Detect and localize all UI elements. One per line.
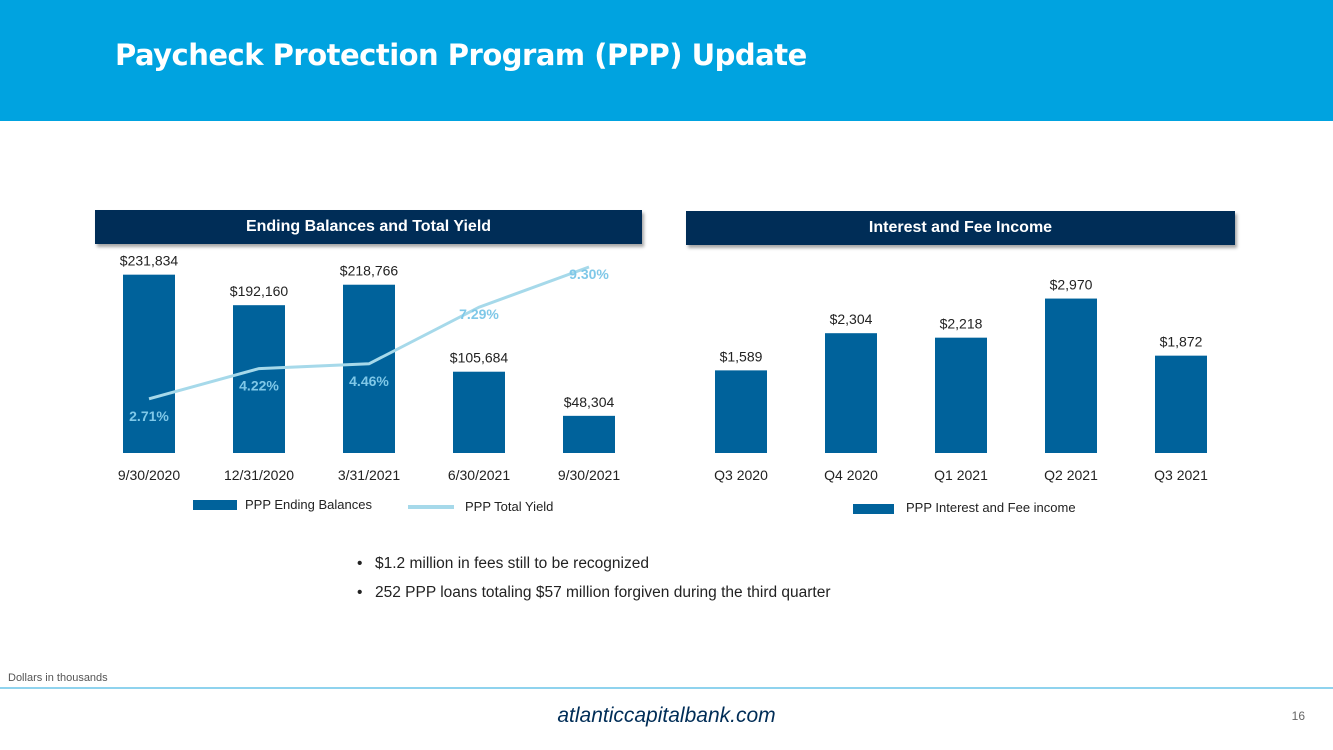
bar-ending-balance (343, 284, 395, 453)
x-tick-label: Q1 2021 (934, 467, 988, 483)
interest-fee-income-chart: $1,589 Q3 2020 $2,304 Q4 2020 $2,218 Q1 2021 $… (714, 277, 1208, 483)
x-tick-label: 9/30/2021 (558, 467, 620, 483)
bar-value-label: $192,160 (230, 283, 289, 299)
footer-divider (0, 687, 1333, 689)
x-tick-label: 3/31/2021 (338, 467, 400, 483)
bar-value-label: $2,970 (1050, 277, 1093, 293)
x-tick-label: Q2 2021 (1044, 467, 1098, 483)
bar-interest-fee (1155, 355, 1207, 453)
bar-value-label: $2,304 (830, 311, 873, 327)
yield-value-label: 4.46% (349, 373, 389, 389)
bar-value-label: $48,304 (564, 394, 615, 410)
x-tick-label: Q3 2020 (714, 467, 768, 483)
yield-value-label: 4.22% (239, 378, 279, 394)
chart-title-interest-fee-income: Interest and Fee Income (686, 211, 1235, 245)
x-tick-label: Q3 2021 (1154, 467, 1208, 483)
bar-interest-fee (935, 337, 987, 453)
legend-label-interest-fee: PPP Interest and Fee income (906, 500, 1076, 515)
yield-line (148, 265, 590, 401)
notes-list: • $1.2 million in fees still to be recog… (357, 553, 831, 611)
footnote: Dollars in thousands (8, 672, 108, 684)
bar-value-label: $2,218 (940, 316, 983, 332)
x-tick-label: 9/30/2020 (118, 467, 180, 483)
note-text: $1.2 million in fees still to be recogni… (375, 555, 649, 572)
bar-value-label: $1,872 (1160, 334, 1203, 350)
bar-value-label: $218,766 (340, 263, 399, 279)
note-item: • 252 PPP loans totaling $57 million for… (357, 582, 831, 611)
legend-swatch-ending-balances (193, 500, 237, 510)
bar-value-label: $105,684 (450, 350, 509, 366)
ending-balances-chart: $231,834 9/30/2020 $192,160 12/31/2020 $218,… (118, 255, 620, 483)
bar-interest-fee (825, 333, 877, 453)
yield-value-label: 7.29% (459, 306, 499, 322)
bar-ending-balance (123, 274, 175, 453)
bar-interest-fee (1045, 298, 1097, 453)
bullet-icon: • (357, 584, 363, 601)
bar-ending-balance (563, 415, 615, 453)
page-title: Paycheck Protection Program (PPP) Update (115, 38, 807, 72)
x-tick-label: 12/31/2020 (224, 467, 294, 483)
header-band: Paycheck Protection Program (PPP) Update (0, 0, 1333, 121)
legend-swatch-total-yield (408, 505, 454, 509)
x-tick-label: Q4 2020 (824, 467, 878, 483)
bar-value-label: $231,834 (120, 255, 179, 269)
chart-title-ending-balances: Ending Balances and Total Yield (95, 210, 642, 244)
bar-interest-fee (715, 370, 767, 453)
yield-value-label: 9.30% (569, 266, 609, 282)
note-text: 252 PPP loans totaling $57 million forgi… (375, 584, 831, 601)
footer-website-link[interactable]: atlanticcapitalbank.com (557, 704, 776, 727)
page-number: 16 (1291, 709, 1305, 723)
legend-label-ending-balances: PPP Ending Balances (245, 497, 372, 512)
bar-value-label: $1,589 (720, 348, 763, 364)
bullet-icon: • (357, 555, 363, 572)
bar-ending-balance (233, 305, 285, 453)
legend-label-total-yield: PPP Total Yield (465, 499, 554, 514)
yield-value-label: 2.71% (129, 408, 169, 424)
x-tick-label: 6/30/2021 (448, 467, 510, 483)
legend-swatch-interest-fee (853, 504, 894, 514)
bar-ending-balance (453, 371, 505, 453)
note-item: • $1.2 million in fees still to be recog… (357, 553, 831, 582)
